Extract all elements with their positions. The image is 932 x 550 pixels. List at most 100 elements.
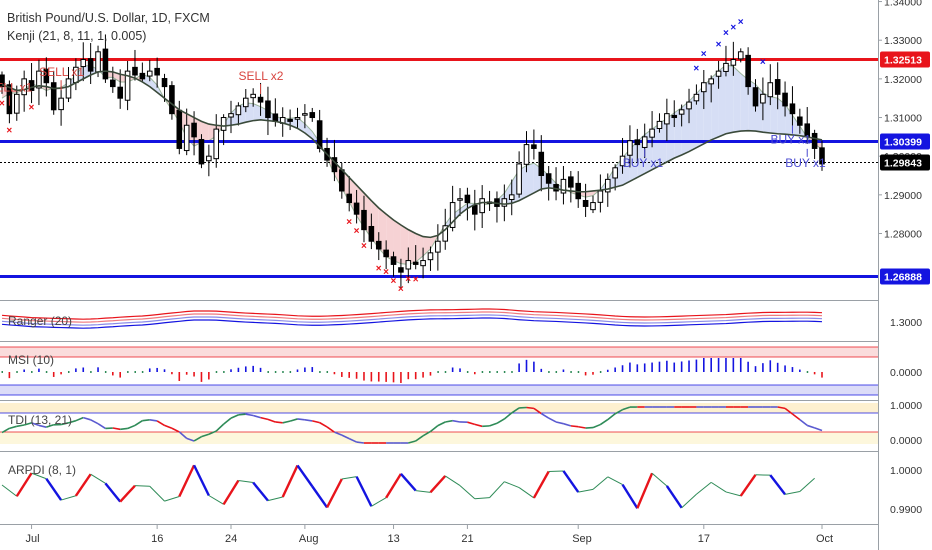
candle-body (139, 72, 146, 80)
axis-tick-label: 1.28000 (884, 229, 922, 241)
candle-body (449, 202, 456, 228)
candle (110, 66, 116, 93)
tdi-segment (348, 437, 357, 443)
candle-body (398, 267, 404, 273)
arpdi-segment (415, 490, 431, 493)
axis-tick-label: 1.31000 (884, 113, 922, 125)
cloud-segment (711, 71, 719, 140)
level-tag-box (880, 51, 930, 68)
tdi-segment (791, 413, 801, 421)
candle (494, 191, 500, 223)
cloud-segment (718, 64, 726, 137)
candle (819, 140, 825, 171)
candle-body (43, 68, 50, 84)
ranger-label: Ranger (20) (8, 314, 72, 328)
msi-lower-band (0, 385, 878, 395)
signal-x-marker: × (383, 267, 389, 278)
tdi-segment (171, 427, 180, 433)
candle-body (737, 51, 744, 60)
arpdi-segment (164, 496, 180, 502)
candle-body (375, 240, 382, 250)
candle-body (390, 256, 397, 265)
candle (353, 189, 360, 224)
candle-body (723, 62, 729, 72)
level-tag-box (880, 133, 930, 150)
tdi-segment (526, 406, 534, 410)
candle (582, 183, 589, 217)
candle-body (383, 249, 389, 258)
tdi-segment (422, 430, 431, 437)
tdi-segment (334, 431, 343, 436)
level-tag-box (880, 268, 930, 285)
msi-bar (141, 371, 144, 373)
msi-pane[interactable] (0, 346, 878, 396)
candle-body (590, 202, 596, 211)
tdi-segment (164, 424, 173, 429)
candle-body (95, 51, 101, 73)
tdi-pane[interactable] (0, 403, 878, 444)
candle (708, 75, 714, 103)
tdi-segment (563, 422, 572, 427)
msi-bar (511, 371, 513, 373)
candle (627, 125, 633, 168)
tdi-segment (97, 423, 106, 430)
candle (619, 137, 626, 174)
candle-body (405, 260, 412, 270)
arpdi-segment (696, 481, 712, 495)
signal-x-marker: × (738, 17, 744, 28)
msi-bar (90, 371, 92, 373)
candle-body (80, 59, 87, 68)
signal-x-marker: × (391, 276, 397, 287)
candle-body (693, 93, 700, 102)
tdi-segment (489, 422, 498, 427)
candle-body (339, 169, 345, 192)
arpdi-segment (325, 478, 343, 508)
candle-body (161, 78, 168, 88)
tdi-segment (9, 425, 17, 430)
candle (575, 171, 582, 208)
time-axis[interactable]: Jul 16 24 Aug 13 21 Sep 17 Oct (26, 525, 834, 545)
candle (117, 69, 123, 109)
tdi-segment (799, 418, 808, 427)
arpdi-segment (400, 473, 417, 492)
candle (767, 64, 774, 106)
tdi-segment (555, 421, 564, 425)
candle-body (420, 260, 426, 267)
axis-tick-label: 1.3000 (890, 317, 922, 329)
candle (28, 62, 35, 104)
candle-body (316, 120, 323, 149)
tdi-segment (83, 416, 91, 421)
tdi-segment (275, 421, 283, 424)
candle-body (582, 200, 589, 207)
tdi-segment (201, 433, 210, 438)
chart-title: British Pound/U.S. Dollar, 1D, FXCM (7, 11, 210, 25)
arpdi-segment (208, 495, 224, 505)
candle-body (21, 78, 27, 96)
tdi-segment (326, 426, 335, 433)
tdi-segment (622, 406, 631, 411)
candle-body (760, 93, 766, 104)
candle-body (457, 198, 463, 201)
time-tick-label: Oct (816, 533, 833, 545)
indicator-legend: Kenji (21, 8, 11, 1, 0.005) (7, 29, 146, 43)
signal-label: BUY x1 (785, 156, 826, 170)
signal-x-marker: × (413, 275, 419, 286)
tdi-segment (23, 422, 32, 426)
tdi-segment (252, 414, 261, 419)
candle (198, 134, 205, 169)
candle-body (560, 178, 567, 194)
tdi-segment (1, 427, 10, 434)
time-tick-label: Jul (26, 533, 40, 545)
ranger-pane[interactable] (1, 308, 823, 329)
arpdi-segment (739, 474, 757, 497)
candle (43, 57, 50, 97)
arpdi-pane[interactable] (1, 464, 815, 509)
cloud-segment (666, 112, 675, 162)
arpdi-segment (385, 473, 402, 499)
cloud-segment (733, 66, 741, 133)
tdi-segment (60, 422, 69, 426)
cloud-segment (770, 96, 778, 134)
candle-body (169, 85, 175, 115)
